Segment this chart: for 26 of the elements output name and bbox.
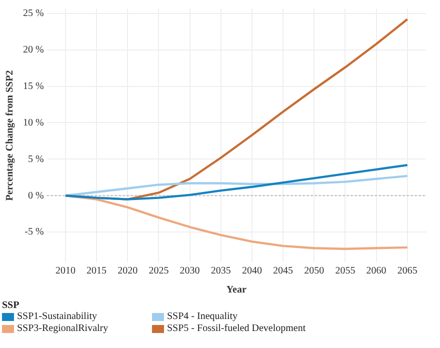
y-tick-label: 5 % (28, 154, 44, 165)
x-tick-label: 2065 (397, 266, 418, 277)
y-tick-label: 20 % (22, 44, 44, 56)
legend-label: SSP4 - Inequality (167, 311, 238, 322)
x-tick-label: 2045 (273, 266, 294, 277)
y-tick-label: -5 % (24, 226, 44, 238)
y-axis-title: Percentage Change from SSP2 (4, 70, 16, 201)
y-tick-label: 0 % (28, 190, 44, 202)
x-tick-label: 2055 (335, 266, 356, 277)
x-tick-label: 2030 (180, 266, 200, 277)
x-tick-label: 2040 (242, 266, 262, 277)
x-tick-label: 2050 (304, 266, 324, 277)
x-tick-label: 2020 (118, 266, 138, 277)
x-tick-label: 2060 (366, 266, 386, 277)
x-tick-label: 2035 (210, 266, 231, 277)
legend-label: SSP1-Sustainability (17, 311, 98, 322)
x-tick-label: 2010 (55, 266, 76, 277)
x-tick-label: 2025 (148, 266, 169, 277)
legend-label: SSP3-RegionalRivalry (17, 323, 108, 334)
legend-title: SSP (2, 300, 20, 311)
y-tick-label: 10 % (22, 117, 44, 128)
x-axis-title: Year (226, 284, 247, 296)
x-tick-label: 2015 (86, 266, 107, 277)
y-tick-label: 15 % (22, 80, 44, 92)
y-tick-label: 25 % (22, 8, 44, 19)
legend-label: SSP5 - Fossil-fueled Development (167, 323, 306, 334)
